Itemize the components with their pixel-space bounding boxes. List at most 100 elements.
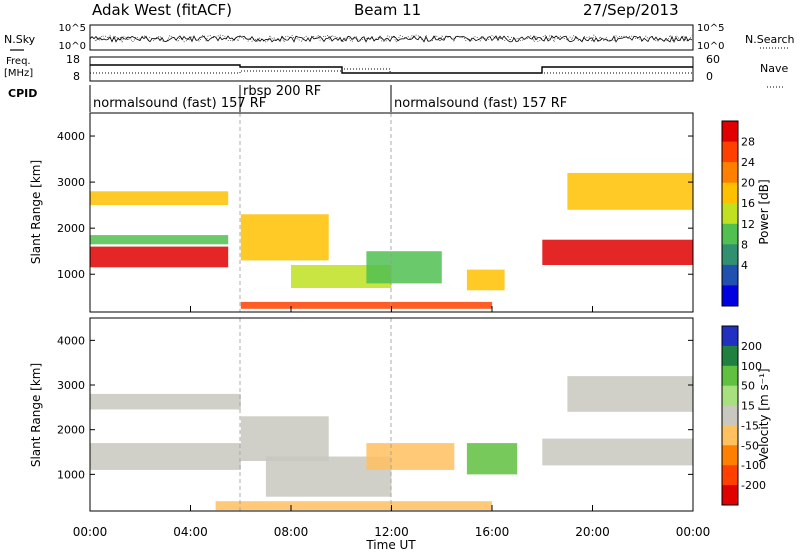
noise-left-tick-top: 10^5 [59, 23, 86, 34]
velocity-ytick-label-3: 4000 [57, 334, 85, 347]
time-axis: 00:00 04:00 08:00 12:00 16:00 20:00 00:00 [73, 306, 711, 539]
cpid-label: CPID [8, 87, 37, 100]
velocity-y-axis-label: Slant Range [km] [29, 363, 43, 467]
velocity-region-6 [466, 443, 518, 475]
time-tick-label-1: 04:00 [173, 525, 208, 539]
velocity-ytick-label-2: 3000 [57, 379, 85, 392]
power-y-axis-label: Slant Range [km] [29, 160, 43, 264]
freq-panel-frame [89, 56, 694, 82]
time-tick-label-5: 20:00 [575, 525, 610, 539]
velocity-colorbar-tick-4: -15 [741, 419, 759, 432]
power-region-2 [90, 235, 229, 245]
velocity-colorbar-swatch-6 [722, 445, 738, 466]
velocity-data-layer [90, 376, 694, 511]
power-region-7 [466, 269, 505, 291]
velocity-ytick-label-0: 1000 [57, 468, 85, 481]
velocity-region-1 [90, 393, 241, 410]
cpid-segment-3: normalsound (fast) 157 RF [394, 96, 567, 111]
time-tick-label-0: 00:00 [73, 525, 108, 539]
power-colorbar-label: Power [dB] [757, 179, 771, 244]
power-colorbar-swatch-1 [722, 141, 738, 163]
time-tick-label-4: 16:00 [475, 525, 510, 539]
velocity-colorbar-swatch-1 [722, 345, 738, 367]
velocity-region-8 [567, 376, 693, 412]
velocity-region-2 [240, 416, 329, 461]
power-colorbar-tick-5: 8 [741, 238, 748, 251]
velocity-y-axis: 1000 2000 3000 4000 [57, 334, 693, 481]
velocity-colorbar-swatch-7 [722, 465, 738, 486]
power-region-8 [542, 239, 694, 265]
power-colorbar-swatch-3 [722, 182, 738, 204]
velocity-colorbar-swatch-2 [722, 365, 738, 387]
power-data-layer [90, 172, 694, 309]
time-axis-label: Time UT [365, 538, 416, 552]
time-tick-label-6: 00:00 [676, 525, 711, 539]
velocity-ytick-label-1: 2000 [57, 424, 85, 437]
velocity-colorbar-tick-3: 15 [741, 400, 755, 413]
power-ytick-label-0: 1000 [57, 268, 85, 281]
power-region-5 [366, 251, 442, 284]
noise-left-tick-bottom: 10^0 [59, 41, 86, 52]
power-colorbar-swatch-5 [722, 223, 738, 245]
date-label: 27/Sep/2013 [583, 1, 679, 19]
power-colorbar-swatch-7 [722, 264, 738, 286]
velocity-colorbar-tick-2: 50 [741, 380, 755, 393]
power-colorbar-frame [721, 120, 739, 307]
velocity-colorbar-frame [721, 325, 739, 506]
velocity-colorbar-tick-7: -200 [741, 479, 766, 492]
velocity-colorbar-tick-0: 200 [741, 340, 762, 353]
power-colorbar-swatch-8 [722, 285, 738, 307]
power-ytick-label-3: 4000 [57, 130, 85, 143]
nave-label: Nave [760, 62, 788, 75]
time-tick-label-2: 08:00 [274, 525, 309, 539]
power-colorbar-swatch-6 [722, 244, 738, 266]
time-tick-label-3: 12:00 [374, 525, 409, 539]
power-colorbar-tick-1: 24 [741, 156, 755, 169]
beam-label: Beam 11 [354, 1, 421, 19]
power-colorbar-swatch-2 [722, 162, 738, 184]
power-colorbar-tick-6: 4 [741, 259, 748, 272]
power-region-6 [240, 301, 493, 309]
velocity-colorbar-swatch-0 [722, 326, 738, 347]
power-colorbar-tick-3: 16 [741, 197, 755, 210]
noise-right-tick-top: 10^5 [697, 23, 724, 34]
velocity-region-5 [215, 501, 492, 511]
velocity-region-0 [90, 443, 241, 470]
velocity-colorbar-swatch-4 [722, 405, 738, 426]
power-colorbar-swatch-4 [722, 203, 738, 225]
velocity-colorbar-tick-5: -50 [741, 439, 759, 452]
freq-unit-label: [MHz] [4, 68, 33, 79]
freq-label: Freq. [6, 56, 31, 67]
velocity-colorbar-label: Velocity [m s⁻¹] [757, 368, 771, 461]
velocity-colorbar-tick-6: -100 [741, 459, 766, 472]
velocity-colorbar-swatch-8 [722, 485, 738, 506]
power-region-1 [90, 191, 229, 206]
power-colorbar-tick-0: 28 [741, 136, 755, 149]
freq-tick-top: 18 [66, 53, 80, 66]
power-colorbar: 28 24 20 16 12 8 4 [721, 120, 755, 307]
cpid-segment-1: normalsound (fast) 157 RF [93, 96, 266, 111]
velocity-colorbar-swatch-3 [722, 385, 738, 407]
velocity-colorbar: 200 100 50 15 -15 -50 -100 -200 [721, 325, 766, 506]
velocity-region-4 [366, 443, 455, 470]
power-ytick-label-1: 2000 [57, 222, 85, 235]
freq-tick-bottom: 8 [73, 70, 80, 83]
noise-right-tick-bottom: 10^0 [697, 41, 724, 52]
noise-sky-label: N.Sky [4, 33, 36, 46]
power-region-9 [567, 172, 693, 210]
power-colorbar-swatch-0 [722, 121, 738, 143]
cpid-segment-2: rbsp 200 RF [243, 84, 321, 99]
power-region-3 [240, 214, 329, 261]
nave-tick-top: 60 [706, 53, 720, 66]
noise-search-label: N.Search [745, 33, 795, 46]
station-title: Adak West (fitACF) [92, 1, 232, 19]
power-region-0 [90, 246, 229, 268]
power-region-4 [291, 265, 392, 288]
freq-trace [90, 64, 693, 74]
velocity-colorbar-swatch-5 [722, 425, 738, 446]
noise-panel-frame [89, 24, 694, 51]
power-y-axis: 1000 2000 3000 4000 [57, 130, 693, 281]
velocity-region-7 [542, 438, 694, 466]
velocity-colorbar-tick-1: 100 [741, 360, 762, 373]
